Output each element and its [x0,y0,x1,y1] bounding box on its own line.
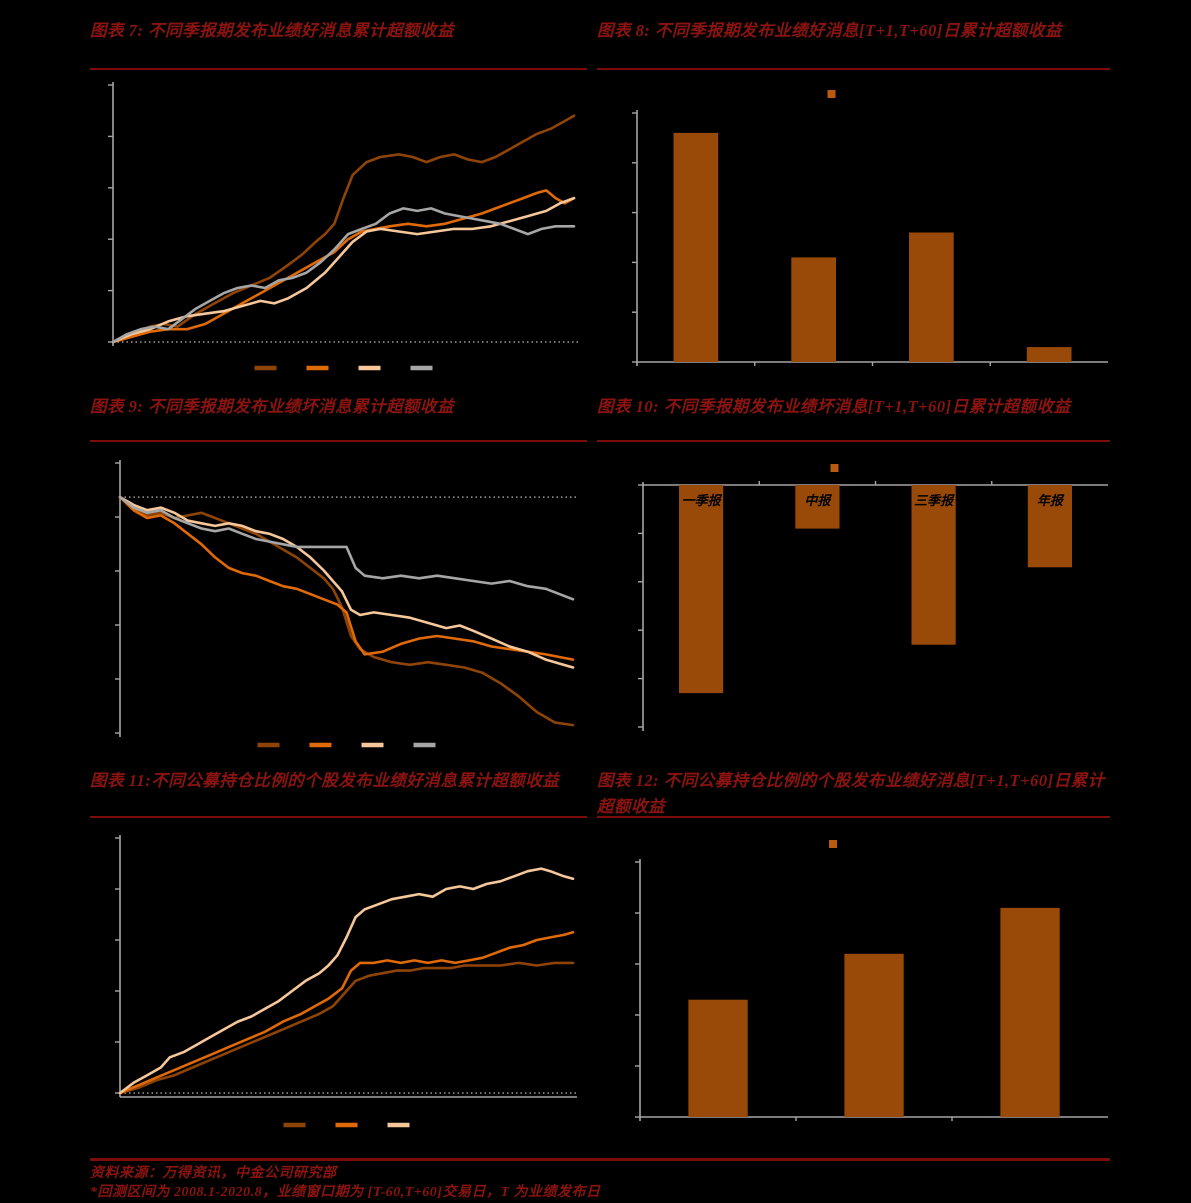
figure-8-chart: 一季报 中报 三季报 年报 [597,78,1110,378]
figure-12-chart [597,828,1110,1128]
bar-1 [795,485,840,529]
bar-1 [791,257,836,362]
figure-8-title: 图表 8: 不同季报期发布业绩好消息[T+1,T+60]日累计超额收益 [597,21,1062,40]
bar-3 [1026,347,1072,362]
figure-12-canvas [635,840,1108,1121]
series-line-2 [118,495,575,669]
figure-7-header: 图表 7: 不同季报期发布业绩好消息累计超额收益 [90,18,587,70]
figure-10-header: 图表 10: 不同季报期发布业绩坏消息[T+1,T+60]日累计超额收益 [597,394,1110,442]
figure-7-chart [90,78,587,390]
figure-11-header: 图表 11:不同公募持仓比例的个股发布业绩好消息累计超额收益 [90,768,587,818]
figure-11-title: 图表 11:不同公募持仓比例的个股发布业绩好消息累计超额收益 [90,771,560,790]
legend-marker [829,840,837,848]
figure-7-title: 图表 7: 不同季报期发布业绩好消息累计超额收益 [90,21,454,40]
figure-10-rule [597,440,1110,442]
backtest-note: *回测区间为 2008.1-2020.8，业绩窗口期为 [T-60,T+60]交… [90,1185,601,1200]
figure-9-title: 图表 9: 不同季报期发布业绩坏消息累计超额收益 [90,397,454,416]
series-line-0 [118,961,575,1095]
figure-8-header: 图表 8: 不同季报期发布业绩好消息[T+1,T+60]日累计超额收益 [597,18,1110,70]
figure-11-canvas [115,835,577,1128]
bar-category-label-2: 三季报 [912,370,953,378]
figure-12-title: 图表 12: 不同公募持仓比例的个股发布业绩好消息[T+1,T+60]日累计超额… [597,771,1105,816]
series-line-0 [111,114,576,344]
legend-marker [830,464,839,472]
series-line-3 [111,207,576,344]
series-line-1 [118,495,575,661]
bar-category-label-1: 中报 [804,493,832,508]
figure-9-chart [90,452,587,767]
bar-0 [688,999,748,1117]
figure-10-title: 图表 10: 不同季报期发布业绩坏消息[T+1,T+60]日累计超额收益 [597,397,1071,416]
figure-11-rule [90,816,587,818]
bar-category-label-3: 年报 [1037,493,1065,508]
series-line-0 [118,495,575,727]
bar-2 [909,232,954,362]
figure-9-rule [90,440,587,442]
bar-0 [673,132,719,362]
bar-3 [1027,485,1072,568]
figure-7-rule [90,68,587,70]
legend-marker [827,90,836,98]
source-note: 资料来源：万得资讯，中金公司研究部 [90,1166,337,1181]
bar-category-label-1: 中报 [801,370,829,378]
figure-11-chart [90,828,587,1148]
figure-8-rule [597,68,1110,70]
bar-category-label-0: 一季报 [682,493,723,508]
figure-10-canvas: 一季报 中报 三季报 年报 [638,464,1108,731]
series-line-1 [118,931,575,1095]
figure-12-header: 图表 12: 不同公募持仓比例的个股发布业绩好消息[T+1,T+60]日累计超额… [597,768,1110,818]
bar-category-label-3: 年报 [1036,370,1064,378]
bar-category-label-2: 三季报 [914,493,955,508]
bar-2 [911,485,956,645]
figure-12-rule [597,816,1110,818]
bar-1 [844,953,904,1117]
figure-9-header: 图表 9: 不同季报期发布业绩坏消息累计超额收益 [90,394,587,442]
figure-7-canvas [108,82,578,371]
footer-rule [90,1158,1110,1161]
bar-0 [679,485,724,694]
bar-category-label-0: 一季报 [676,370,717,378]
figure-9-canvas [115,460,577,748]
series-line-2 [118,867,575,1095]
figure-10-chart: 一季报 中报 三季报 年报 [597,452,1110,742]
bar-2 [1000,907,1060,1117]
figure-8-canvas: 一季报 中报 三季报 年报 [632,90,1108,378]
series-line-3 [118,495,575,601]
